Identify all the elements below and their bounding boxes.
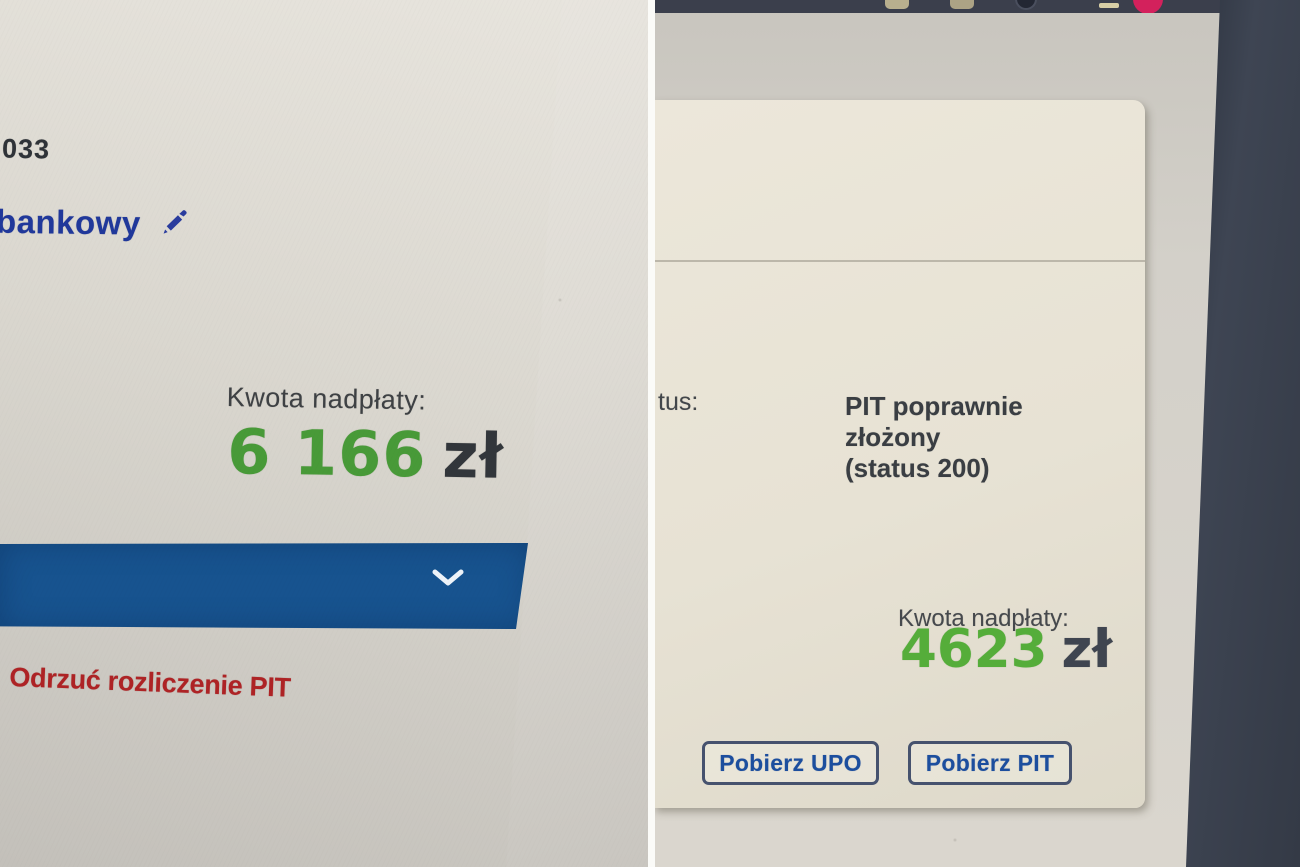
status-label-fragment: tus:: [658, 388, 699, 416]
amount-currency: zł: [1061, 619, 1113, 680]
overpayment-amount: 6 166 zł: [226, 415, 505, 493]
bank-account-link-label[interactable]: bankowy: [0, 202, 141, 242]
amount-currency: zł: [441, 418, 505, 493]
left-card: [0, 0, 562, 867]
menu-icon[interactable]: [1099, 3, 1119, 8]
profile-icon[interactable]: [1015, 0, 1037, 10]
right-screen-photo: tus: PIT poprawnie złożony (status 200) …: [655, 0, 1300, 867]
bank-account-link[interactable]: bankowy: [0, 203, 189, 244]
extension-icon[interactable]: [950, 0, 974, 9]
left-screen-photo: 033 bankowy Kwota nadpłaty: 6 166 zł Odrz…: [0, 0, 648, 867]
pencil-edit-icon[interactable]: [154, 205, 188, 239]
amount-value: 4623: [900, 619, 1048, 680]
photo-divider: [648, 0, 655, 867]
chevron-down-icon: [432, 569, 464, 586]
status-value: PIT poprawnie złożony (status 200): [845, 391, 1105, 484]
card-divider: [655, 260, 1145, 262]
pobierz-upo-button[interactable]: Pobierz UPO: [702, 741, 879, 785]
pobierz-pit-button[interactable]: Pobierz PIT: [908, 741, 1072, 785]
status-line1: PIT poprawnie złożony: [845, 391, 1023, 452]
overpayment-amount: 4623 zł: [900, 621, 1112, 679]
extension-icon[interactable]: [885, 0, 909, 9]
browser-toolbar: [655, 0, 1232, 13]
status-line2: (status 200): [845, 453, 990, 483]
overpayment-label: Kwota nadpłaty:: [898, 605, 1069, 632]
expand-section-bar[interactable]: [0, 543, 528, 629]
overpayment-label: Kwota nadpłaty:: [226, 382, 427, 416]
amount-value: 6 166: [226, 415, 428, 492]
status-card: tus: PIT poprawnie złożony (status 200) …: [655, 100, 1145, 808]
notification-dot-icon: [1133, 0, 1163, 13]
account-number-fragment: 033: [1, 133, 51, 165]
